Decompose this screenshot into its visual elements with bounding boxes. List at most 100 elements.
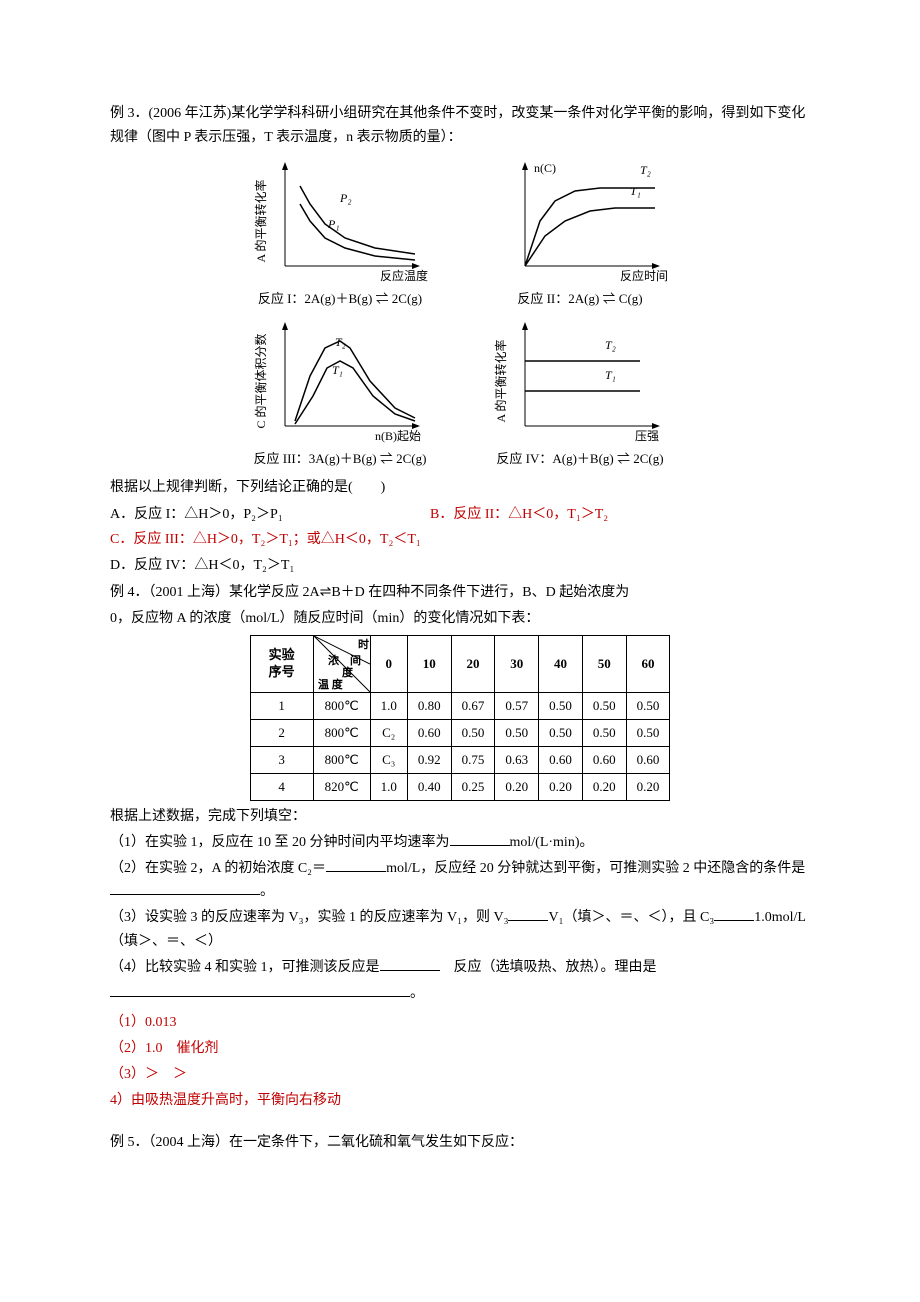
cell-val: 0.50 <box>451 719 495 746</box>
th-t2: 20 <box>451 635 495 692</box>
q3-intro: 例 3．(2006 年江苏)某化学学科科研小组研究在其他条件不变时，改变某一条件… <box>110 102 810 150</box>
th-t6: 60 <box>626 635 670 692</box>
cell-val: 0.50 <box>539 692 583 719</box>
cell-val: 0.20 <box>582 773 626 800</box>
opt-d: D．反应 IV：△H＜0，T₂＞T₁ <box>110 554 810 578</box>
q4-after: 根据上述数据，完成下列填空： <box>110 805 810 829</box>
ans4: 4）由吸热温度升高时，平衡向右移动 <box>110 1089 810 1113</box>
q4-p2: （2）在实验 2，A 的初始浓度 C₂＝mol/L，反应经 20 分钟就达到平衡… <box>110 857 810 905</box>
cell-val: 0.57 <box>495 692 539 719</box>
svg-text:度: 度 <box>342 665 354 679</box>
table-row: 4820℃1.00.400.250.200.200.200.20 <box>250 773 670 800</box>
cell-val: 0.60 <box>407 719 451 746</box>
q4-p3: （3）设实验 3 的反应速率为 V₃，实验 1 的反应速率为 V₁，则 V₃V₁… <box>110 906 810 954</box>
charts-row-1: A 的平衡转化率 P₂ P₁ 反应温度 反应 I：2A(g)＋B(g) ⇌ 2C… <box>110 156 810 310</box>
th-t5: 50 <box>582 635 626 692</box>
table-row: 2800℃C₂0.600.500.500.500.500.50 <box>250 719 670 746</box>
chart2-t1: T₁ <box>630 184 641 198</box>
q4-intro2: 0，反应物 A 的浓度（mol/L）随反应时间（min）的变化情况如下表： <box>110 607 810 631</box>
th-t1: 10 <box>407 635 451 692</box>
th-t3: 30 <box>495 635 539 692</box>
chart3-t2: T₂ <box>335 335 346 349</box>
chart1-p2: P₂ <box>339 191 352 205</box>
th-diag: 时 浓 间 度 温 度 <box>313 635 370 692</box>
q4-p4: （4）比较实验 4 和实验 1，可推测该反应是 反应（选填吸热、放热）。理由是 <box>110 956 810 980</box>
chart-1: A 的平衡转化率 P₂ P₁ 反应温度 反应 I：2A(g)＋B(g) ⇌ 2C… <box>250 156 430 310</box>
chart4-ylabel: A 的平衡转化率 <box>493 339 508 422</box>
chart4-t1: T₁ <box>605 368 616 382</box>
chart1-xlabel: 反应温度 <box>380 268 428 283</box>
cell-temp: 800℃ <box>313 719 370 746</box>
chart3-ylabel: C 的平衡体积分数 <box>253 333 268 428</box>
cell-n: 2 <box>250 719 313 746</box>
cell-val: 0.50 <box>582 692 626 719</box>
th-t4: 40 <box>539 635 583 692</box>
cell-val: 0.92 <box>407 746 451 773</box>
cell-val: C₃ <box>370 746 407 773</box>
chart-2: n(C) T₂ T₁ 反应时间 反应 II：2A(g) ⇌ C(g) <box>490 156 670 310</box>
q3-options: A．反应 I：△H＞0，P₂＞P₁ B．反应 II：△H＜0，T₁＞T₂ C．反… <box>110 503 810 578</box>
cell-val: 0.60 <box>626 746 670 773</box>
q4-intro1: 例 4．（2001 上海）某化学反应 2A⇌B＋D 在四种不同条件下进行，B、D… <box>110 581 810 605</box>
svg-text:温 度: 温 度 <box>318 677 344 691</box>
svg-text:时: 时 <box>358 637 369 651</box>
chart4-caption: 反应 IV：A(g)＋B(g) ⇌ 2C(g) <box>496 448 663 470</box>
ans2: （2）1.0 催化剂 <box>110 1037 810 1061</box>
cell-n: 1 <box>250 692 313 719</box>
cell-val: 1.0 <box>370 692 407 719</box>
cell-val: 0.50 <box>626 719 670 746</box>
q4-p1: （1）在实验 1，反应在 10 至 20 分钟时间内平均速率为mol/(L·mi… <box>110 831 810 855</box>
cell-val: 0.75 <box>451 746 495 773</box>
chart2-t2: T₂ <box>640 163 651 177</box>
chart3-caption: 反应 III：3A(g)＋B(g) ⇌ 2C(g) <box>254 448 427 470</box>
cell-val: 0.20 <box>539 773 583 800</box>
cell-n: 3 <box>250 746 313 773</box>
q3-stem: 根据以上规律判断，下列结论正确的是( ) <box>110 476 810 500</box>
opt-b: B．反应 II：△H＜0，T₁＞T₂ <box>430 503 608 527</box>
cell-val: 0.63 <box>495 746 539 773</box>
ans1: （1）0.013 <box>110 1011 810 1035</box>
charts-row-2: C 的平衡体积分数 T₂ T₁ n(B)起始 反应 III：3A(g)＋B(g)… <box>110 316 810 470</box>
chart2-ylabel: n(C) <box>534 161 556 175</box>
chart4-t2: T₂ <box>605 338 616 352</box>
chart2-xlabel: 反应时间 <box>620 268 668 283</box>
table-row: 3800℃C₃0.920.750.630.600.600.60 <box>250 746 670 773</box>
cell-val: 0.50 <box>582 719 626 746</box>
opt-a: A．反应 I：△H＞0，P₂＞P₁ <box>110 503 430 527</box>
cell-val: 0.80 <box>407 692 451 719</box>
cell-temp: 800℃ <box>313 692 370 719</box>
q5-intro: 例 5．（2004 上海）在一定条件下，二氧化硫和氧气发生如下反应： <box>110 1131 810 1155</box>
chart1-p1: P₁ <box>327 217 340 231</box>
cell-val: 0.20 <box>626 773 670 800</box>
chart1-caption: 反应 I：2A(g)＋B(g) ⇌ 2C(g) <box>258 288 422 310</box>
opt-c: C．反应 III：△H＞0，T₂＞T₁；或△H＜0，T₂＜T₁ <box>110 528 810 552</box>
chart-4: A 的平衡转化率 T₂ T₁ 压强 反应 IV：A(g)＋B(g) ⇌ 2C(g… <box>490 316 670 470</box>
cell-val: 0.25 <box>451 773 495 800</box>
cell-val: 0.20 <box>495 773 539 800</box>
th-t0: 0 <box>370 635 407 692</box>
q4-table: 实验 序号 时 浓 间 度 温 度 0 10 20 30 40 50 60 18… <box>250 635 671 801</box>
cell-temp: 820℃ <box>313 773 370 800</box>
chart3-xlabel: n(B)起始 <box>375 429 421 443</box>
svg-text:浓 间: 浓 间 <box>328 653 361 667</box>
table-row: 1800℃1.00.800.670.570.500.500.50 <box>250 692 670 719</box>
th-exp: 实验 序号 <box>250 635 313 692</box>
chart4-xlabel: 压强 <box>635 429 659 443</box>
cell-val: 0.50 <box>495 719 539 746</box>
chart2-caption: 反应 II：2A(g) ⇌ C(g) <box>517 288 642 310</box>
cell-val: 0.67 <box>451 692 495 719</box>
chart-3: C 的平衡体积分数 T₂ T₁ n(B)起始 反应 III：3A(g)＋B(g)… <box>250 316 430 470</box>
chart1-ylabel: A 的平衡转化率 <box>253 179 268 262</box>
q4-answers: （1）0.013 （2）1.0 催化剂 （3）＞ ＞ 4）由吸热温度升高时，平衡… <box>110 1011 810 1112</box>
cell-val: 0.50 <box>626 692 670 719</box>
ans3: （3）＞ ＞ <box>110 1063 810 1087</box>
cell-val: 1.0 <box>370 773 407 800</box>
cell-val: C₂ <box>370 719 407 746</box>
cell-val: 0.40 <box>407 773 451 800</box>
cell-val: 0.60 <box>582 746 626 773</box>
cell-temp: 800℃ <box>313 746 370 773</box>
cell-val: 0.60 <box>539 746 583 773</box>
cell-val: 0.50 <box>539 719 583 746</box>
q4-p4b: 。 <box>110 982 810 1006</box>
chart3-t1: T₁ <box>332 363 343 377</box>
